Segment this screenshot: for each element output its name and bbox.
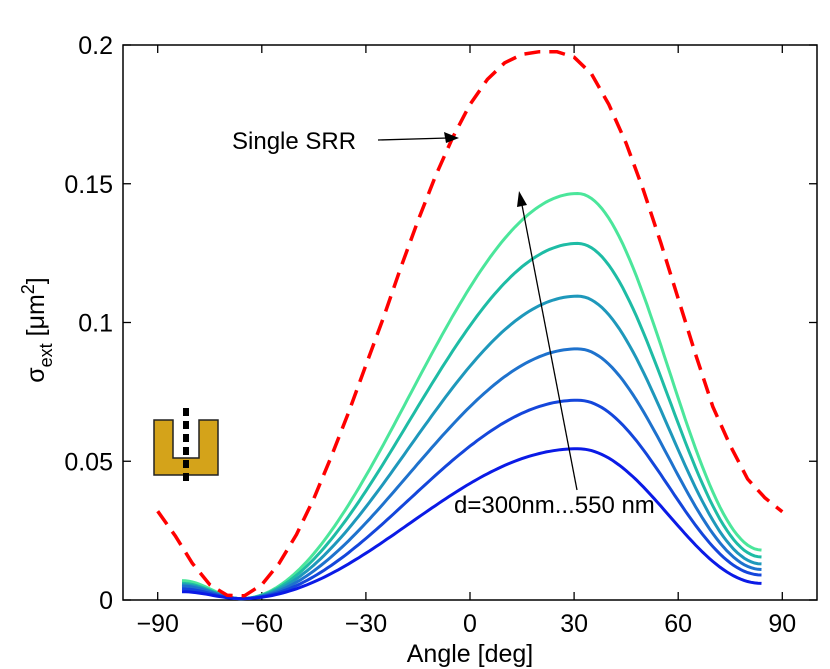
x-tick-label: −60 — [241, 610, 283, 638]
x-axis-title: Angle [deg] — [407, 640, 534, 668]
distance-range-label: d=300nm...550 nm — [454, 492, 655, 519]
x-tick-label: −30 — [345, 610, 387, 638]
single-srr-label: Single SRR — [232, 128, 356, 155]
x-tick-label: 90 — [768, 610, 796, 638]
plot-area — [122, 44, 818, 601]
x-tick-label: 0 — [463, 610, 477, 638]
x-tick-label: −90 — [136, 610, 178, 638]
x-tick-label: 60 — [664, 610, 692, 638]
distance-arrow — [517, 191, 578, 491]
distance-series-line — [182, 447, 762, 601]
distance-series-line — [181, 294, 762, 601]
split-ring-resonator-icon — [153, 408, 219, 484]
y-tick-label: 0 — [99, 587, 113, 615]
y-axis-title: σext [μm2] — [18, 277, 56, 383]
y-tick-label: 0.1 — [78, 310, 113, 338]
series-lines — [156, 49, 784, 601]
axis-ticks: −90 −60 −30 0 30 60 90 0 0.05 0.1 0.15 0.2 — [64, 32, 817, 638]
y-tick-label: 0.05 — [64, 448, 113, 476]
y-tick-label: 0.2 — [78, 32, 113, 60]
single-srr-arrow — [377, 132, 459, 143]
y-tick-label: 0.15 — [64, 171, 113, 199]
x-tick-label: 30 — [560, 610, 588, 638]
